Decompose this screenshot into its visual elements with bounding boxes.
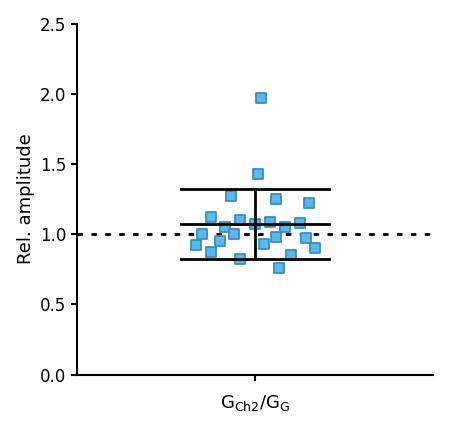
- X-axis label: $\mathregular{G_{Ch2}/G_{G}}$: $\mathregular{G_{Ch2}/G_{G}}$: [220, 393, 290, 413]
- Point: [207, 249, 214, 256]
- Point: [192, 242, 199, 249]
- Point: [231, 231, 238, 238]
- Point: [302, 235, 309, 242]
- Point: [272, 233, 279, 240]
- Point: [266, 218, 274, 225]
- Point: [198, 231, 205, 238]
- Y-axis label: Rel. amplitude: Rel. amplitude: [17, 134, 35, 264]
- Point: [237, 217, 244, 224]
- Point: [275, 264, 283, 271]
- Point: [228, 193, 235, 200]
- Point: [237, 256, 244, 263]
- Point: [261, 241, 268, 248]
- Point: [305, 200, 312, 207]
- Point: [207, 214, 214, 221]
- Point: [222, 224, 229, 230]
- Point: [281, 224, 288, 230]
- Point: [272, 196, 279, 203]
- Point: [296, 220, 303, 227]
- Point: [311, 245, 318, 252]
- Point: [255, 170, 262, 177]
- Point: [257, 95, 265, 101]
- Point: [216, 238, 223, 245]
- Point: [252, 221, 259, 228]
- Point: [287, 252, 294, 259]
